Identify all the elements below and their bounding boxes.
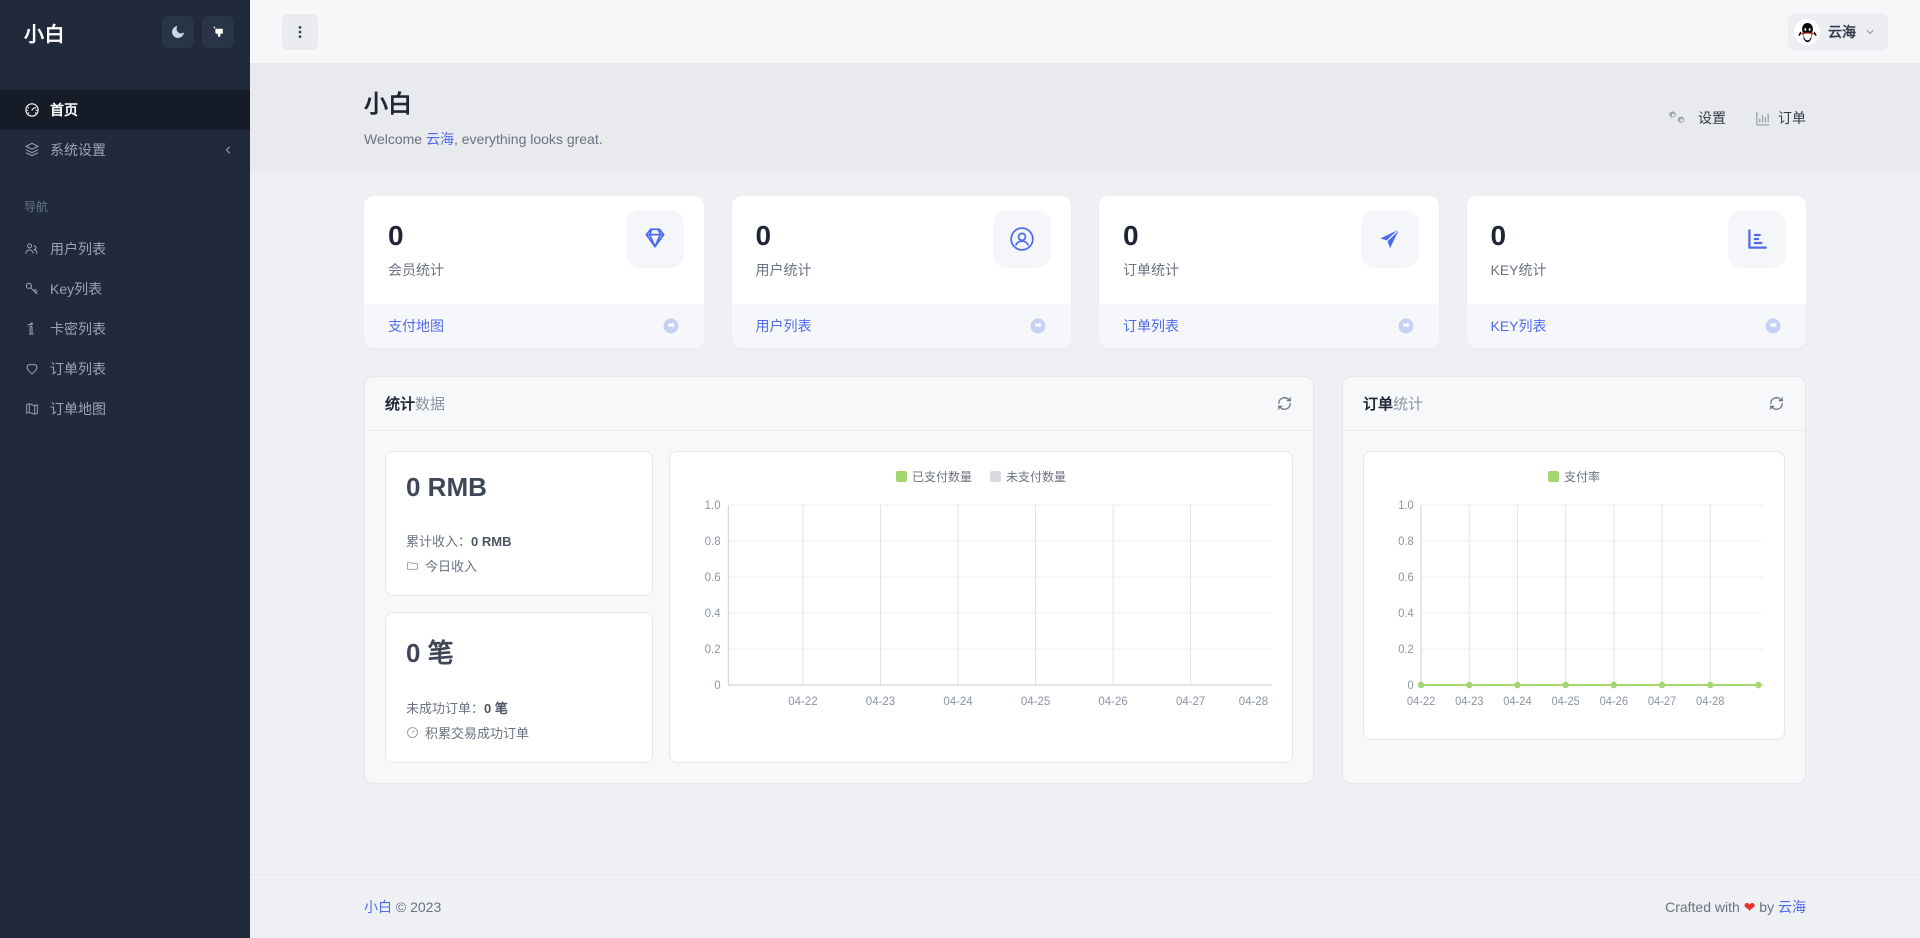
svg-text:0.8: 0.8 bbox=[705, 535, 721, 548]
svg-text:04-22: 04-22 bbox=[788, 695, 817, 708]
svg-text:0.4: 0.4 bbox=[705, 607, 721, 620]
svg-text:0: 0 bbox=[1407, 680, 1413, 692]
svg-text:04-28: 04-28 bbox=[1239, 695, 1269, 708]
svg-text:0.8: 0.8 bbox=[1398, 536, 1413, 548]
svg-text:0.2: 0.2 bbox=[1398, 644, 1413, 656]
svg-text:04-25: 04-25 bbox=[1021, 695, 1051, 708]
svg-text:04-24: 04-24 bbox=[943, 695, 973, 708]
svg-text:0.6: 0.6 bbox=[1398, 572, 1413, 584]
svg-text:0.4: 0.4 bbox=[1398, 608, 1414, 620]
svg-text:04-23: 04-23 bbox=[1455, 696, 1483, 708]
svg-text:04-27: 04-27 bbox=[1176, 695, 1205, 708]
svg-text:04-26: 04-26 bbox=[1098, 695, 1128, 708]
svg-text:04-27: 04-27 bbox=[1648, 696, 1676, 708]
svg-text:1.0: 1.0 bbox=[1398, 500, 1413, 512]
svg-text:04-24: 04-24 bbox=[1503, 696, 1532, 708]
svg-text:04-28: 04-28 bbox=[1696, 696, 1724, 708]
svg-text:04-22: 04-22 bbox=[1407, 696, 1435, 708]
svg-text:0.2: 0.2 bbox=[705, 643, 721, 656]
svg-text:0.6: 0.6 bbox=[705, 571, 721, 584]
svg-text:04-26: 04-26 bbox=[1600, 696, 1628, 708]
svg-text:0: 0 bbox=[714, 679, 721, 692]
svg-text:04-25: 04-25 bbox=[1551, 696, 1579, 708]
svg-text:1.0: 1.0 bbox=[705, 499, 721, 512]
svg-text:04-23: 04-23 bbox=[866, 695, 896, 708]
